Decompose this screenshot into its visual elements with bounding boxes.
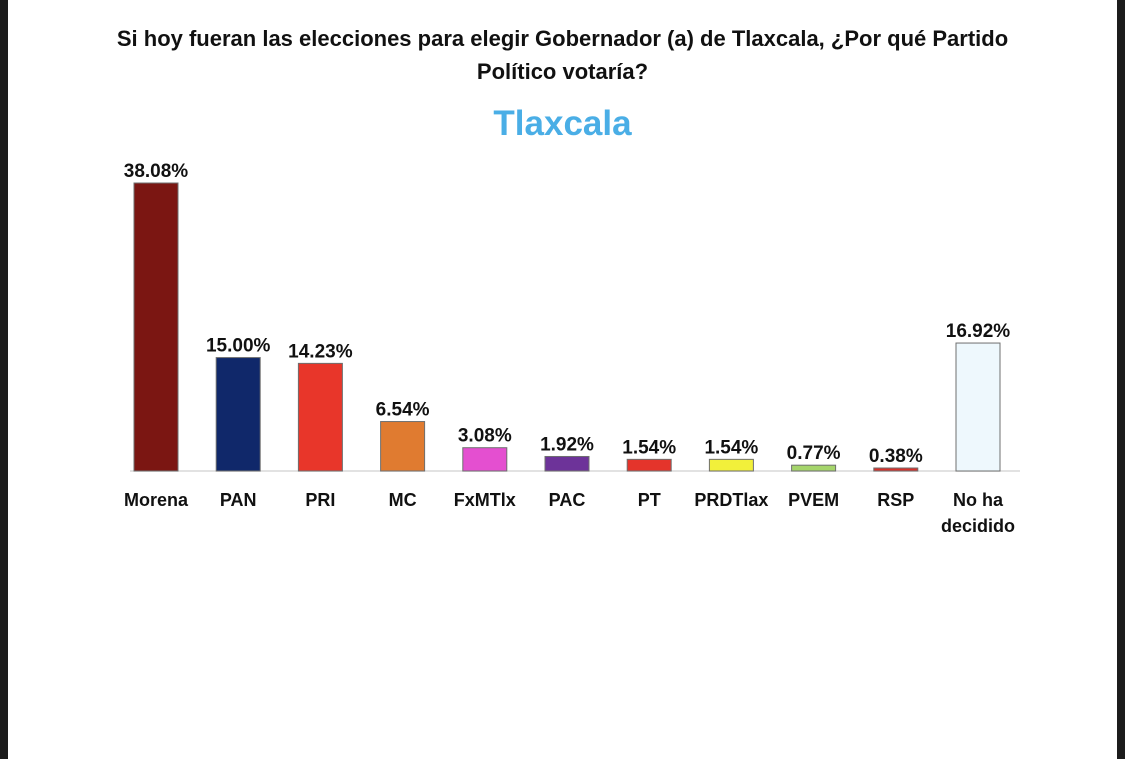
value-label-pt: 1.54% — [622, 437, 676, 458]
screen-edge-left — [0, 0, 8, 759]
value-label-fxmtlx: 3.08% — [458, 426, 512, 447]
value-label-mc: 6.54% — [376, 400, 430, 421]
value-label-prdtlax: 1.54% — [704, 437, 758, 458]
bar-rsp — [873, 467, 919, 472]
value-label-morena: 38.08% — [124, 161, 189, 182]
bar-pri — [297, 362, 343, 472]
bar-morena — [133, 182, 179, 472]
category-label-mc: MC — [389, 490, 417, 510]
survey-question-line-1: Si hoy fueran las elecciones para elegir… — [116, 26, 1009, 51]
category-label-no-ha-decidido: No ha decidido — [941, 490, 1015, 536]
category-label-pvem: PVEM — [788, 490, 839, 510]
screen-edge-right — [1117, 0, 1125, 759]
value-label-no-ha-decidido: 16.92% — [946, 321, 1011, 342]
bar-pt — [626, 458, 672, 472]
value-label-pvem: 0.77% — [787, 443, 841, 464]
category-label-prdtlax: PRDTlax — [694, 490, 768, 510]
bars-group — [133, 182, 1001, 472]
bar-mc — [380, 421, 426, 472]
value-labels-group: 38.08% 15.00% 14.23% 6.54% 3.08% 1.92% 1.54% 1.… — [124, 161, 1011, 467]
category-label-morena: Morena — [124, 490, 189, 510]
bar-pac — [544, 455, 590, 472]
bar-pan — [215, 357, 261, 472]
bar-pvem — [791, 464, 837, 472]
chart-title: Tlaxcala — [493, 104, 632, 143]
bar-chart: 38.08% 15.00% 14.23% 6.54% 3.08% 1.92% 1.54% 1.… — [124, 161, 1020, 536]
bar-prdtlax — [708, 458, 754, 472]
slide: Si hoy fueran las elecciones para elegir… — [8, 0, 1117, 759]
bar-no-ha-decidido — [955, 342, 1001, 472]
category-label-rsp: RSP — [877, 490, 914, 510]
value-label-pan: 15.00% — [206, 336, 271, 357]
survey-question: Si hoy fueran las elecciones para elegir… — [8, 22, 1117, 88]
survey-question-line-2: Político votaría? — [476, 59, 649, 84]
category-labels-group: Morena PAN PRI MC FxMTlx PAC PT PRDTlax PVEM RSP N… — [124, 490, 1015, 536]
category-label-pan: PAN — [220, 490, 257, 510]
value-label-pac: 1.92% — [540, 434, 594, 455]
value-label-rsp: 0.38% — [869, 446, 923, 467]
value-label-pri: 14.23% — [288, 341, 353, 362]
category-label-pri: PRI — [305, 490, 335, 510]
category-label-pac: PAC — [549, 490, 586, 510]
category-label-fxmtlx: FxMTlx — [454, 490, 516, 510]
bar-fxmtlx — [462, 447, 508, 472]
category-label-pt: PT — [638, 490, 661, 510]
